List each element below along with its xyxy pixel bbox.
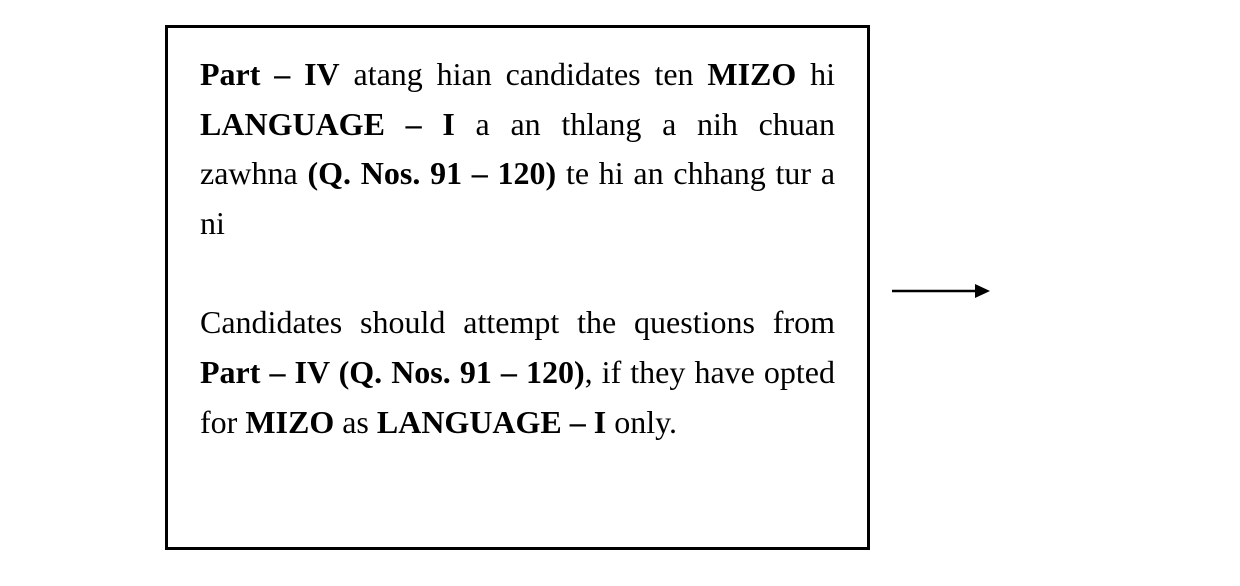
instruction-box: Part – IV atang hian candidates ten MIZO… bbox=[165, 25, 870, 550]
arrow-right-icon bbox=[890, 276, 990, 306]
paragraph-mizo: Part – IV atang hian candidates ten MIZO… bbox=[200, 50, 835, 248]
paragraph-english: Candidates should attempt the questions … bbox=[200, 298, 835, 447]
